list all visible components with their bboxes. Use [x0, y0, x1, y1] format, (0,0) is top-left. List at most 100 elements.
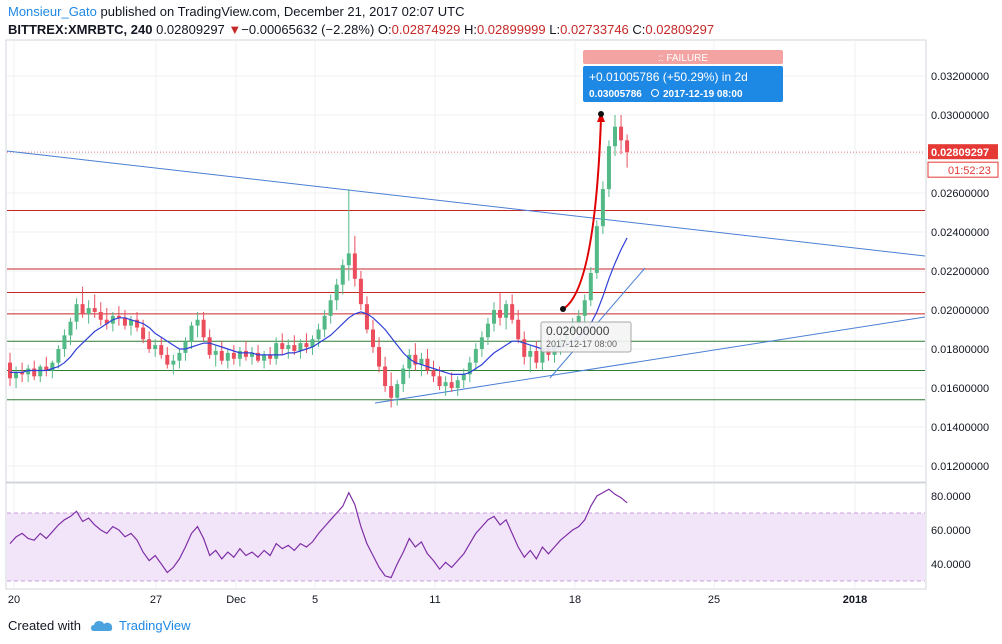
time-tick-label: 25: [708, 594, 720, 606]
candle-body: [582, 300, 587, 316]
candle-body: [534, 350, 539, 363]
high-value: 0.02899999: [476, 22, 546, 37]
price-tick-label: 0.02400000: [931, 227, 989, 239]
tradingview-brand-link[interactable]: TradingView: [118, 618, 191, 633]
time-tick-label: 20: [8, 594, 20, 606]
price-tick-label: 0.01800000: [931, 344, 989, 356]
candle-body: [540, 349, 545, 363]
open-value: 0.02874929: [391, 22, 461, 37]
candle-body: [419, 358, 424, 365]
rsi-band: [7, 513, 925, 581]
candles: [8, 115, 630, 408]
candle-body: [98, 311, 103, 320]
candle-body: [243, 350, 248, 357]
failure-banner-text: :: FAILURE: [658, 53, 708, 64]
candle-body: [50, 362, 55, 371]
price-tick-label: 0.03200000: [931, 71, 989, 83]
rsi-indicator: [7, 488, 925, 582]
candle-body: [74, 304, 79, 322]
candle-body: [588, 272, 593, 301]
clock-icon: [651, 89, 659, 97]
candle-body: [195, 319, 200, 326]
high-label: H:: [463, 22, 477, 37]
candle-body: [449, 382, 454, 388]
publish-line: Monsieur_Gato published on TradingView.c…: [8, 4, 464, 19]
candle-body: [413, 354, 418, 365]
candle-body: [32, 368, 37, 377]
failure-banner: [583, 50, 783, 64]
candle-body: [322, 315, 327, 330]
candle-body: [159, 345, 164, 355]
candle-body: [231, 352, 236, 359]
candle-body: [201, 319, 206, 338]
price-tick-label: 0.01200000: [931, 461, 989, 473]
publish-info: published on TradingView.com, December 2…: [96, 4, 465, 19]
candle-body: [371, 329, 375, 348]
candle-body: [455, 380, 460, 388]
candle-body: [116, 315, 121, 318]
candle-body: [56, 349, 61, 363]
projection-start-point: [560, 306, 566, 312]
candle-body: [383, 366, 388, 387]
candle-body: [20, 372, 25, 375]
last-price-badge-text: 0.02809297: [931, 147, 989, 159]
projection-arrow: [562, 117, 602, 310]
price-pane[interactable]: [5, 39, 927, 483]
price-axis: 0.032000000.030000000.028000000.02600000…: [927, 71, 999, 571]
start-label-box: [540, 321, 632, 353]
candle-body: [613, 126, 617, 147]
candle-body: [80, 304, 85, 314]
low-label: L:: [549, 22, 561, 37]
candle-body: [431, 370, 436, 377]
candle-body: [286, 345, 291, 349]
candle-body: [207, 337, 212, 355]
price-tick-label: 0.02600000: [931, 188, 989, 200]
candle-body: [14, 372, 19, 379]
candle-body: [171, 360, 176, 365]
tradingview-cloud-icon: [90, 620, 113, 631]
author-link[interactable]: Monsieur_Gato: [8, 4, 97, 19]
low-value: 0.02733746: [560, 22, 629, 37]
candle-body: [358, 278, 363, 305]
candle-body: [364, 304, 369, 330]
candle-body: [443, 382, 448, 387]
candle-body: [135, 319, 140, 328]
countdown-badge: [927, 161, 999, 178]
change-value: −0.00065632 (−2.28%): [241, 22, 375, 37]
time-tick-label: 5: [312, 594, 318, 606]
candle-body: [268, 354, 273, 359]
candle-body: [594, 226, 599, 273]
candle-body: [104, 319, 109, 324]
created-with-label: Created with: [8, 618, 81, 633]
candle-body: [250, 352, 254, 357]
candle-body: [473, 349, 478, 363]
candle-body: [467, 362, 472, 375]
price-tick-label: 0.02000000: [931, 305, 989, 317]
candle-body: [68, 321, 73, 336]
candle-body: [189, 325, 194, 342]
candle-body: [461, 374, 466, 381]
candle-body: [479, 337, 484, 349]
candle-body: [165, 354, 170, 365]
candle-body: [8, 362, 12, 379]
candle-body: [352, 253, 357, 279]
projection-tool[interactable]: :: FAILURE+0.01005786 (+50.29%) in 2d0.0…: [540, 50, 783, 353]
candle-body: [395, 384, 400, 398]
candle-body: [437, 376, 442, 387]
candle-body: [153, 345, 158, 349]
start-price-text: 0.02000000: [546, 324, 610, 338]
candle-body: [92, 308, 97, 312]
price-tick-label: 0.01600000: [931, 383, 989, 395]
projection-end-point: [598, 111, 604, 117]
candle-body: [213, 350, 218, 355]
candle-body: [492, 310, 496, 324]
candle-body: [177, 352, 182, 361]
candle-body: [225, 352, 230, 361]
projection-target-text: 0.03005786: [589, 89, 642, 100]
candle-body: [26, 368, 31, 375]
candle-body: [625, 140, 630, 153]
start-date-text: 2017-12-17 08:00: [546, 339, 617, 349]
candle-body: [129, 319, 133, 326]
open-label: O:: [377, 22, 392, 37]
